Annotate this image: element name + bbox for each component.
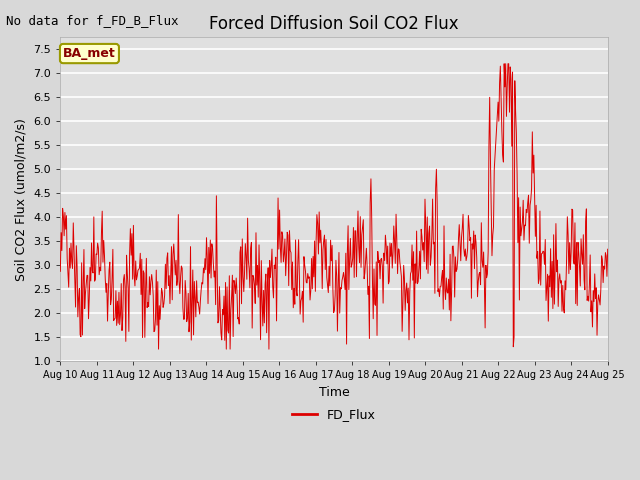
Text: BA_met: BA_met <box>63 47 116 60</box>
Y-axis label: Soil CO2 Flux (umol/m2/s): Soil CO2 Flux (umol/m2/s) <box>15 118 28 281</box>
Text: No data for f_FD_B_Flux: No data for f_FD_B_Flux <box>6 14 179 27</box>
Title: Forced Diffusion Soil CO2 Flux: Forced Diffusion Soil CO2 Flux <box>209 15 459 33</box>
X-axis label: Time: Time <box>319 386 349 399</box>
Legend: FD_Flux: FD_Flux <box>287 403 381 426</box>
